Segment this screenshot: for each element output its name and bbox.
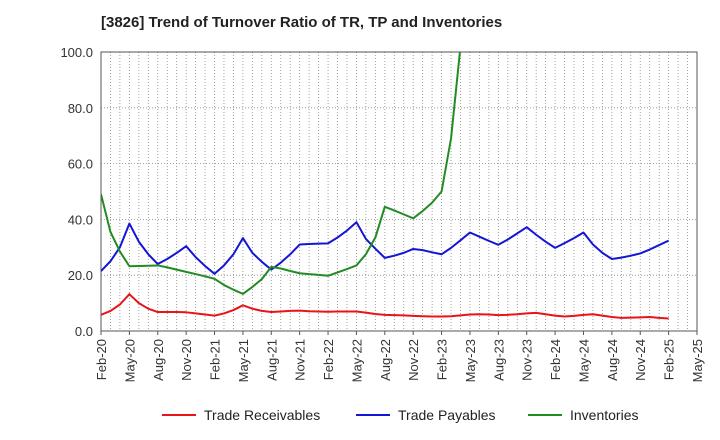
x-tick-label: Nov-24 bbox=[633, 339, 648, 381]
y-tick-label: 0.0 bbox=[75, 324, 93, 339]
x-tick-label: Feb-21 bbox=[208, 339, 223, 380]
x-tick-label: Aug-22 bbox=[378, 339, 393, 381]
x-tick-label: Aug-20 bbox=[151, 339, 166, 381]
legend-swatch bbox=[356, 414, 390, 416]
x-tick-label: May-20 bbox=[122, 339, 137, 382]
chart-plot: 0.0 20.0 40.0 60.0 80.0 100.0 Feb-20 May-20 Aug-… bbox=[60, 45, 705, 382]
x-tick-label: Feb-20 bbox=[94, 339, 109, 380]
x-tick-label: Feb-25 bbox=[662, 339, 677, 380]
chart-legend: Trade Receivables Trade Payables Inventori… bbox=[0, 404, 720, 426]
series-line-trade-receivables bbox=[101, 293, 669, 320]
chart-title: [3826] Trend of Turnover Ratio of TR, TP… bbox=[101, 14, 503, 31]
x-tick-label: May-23 bbox=[463, 339, 478, 382]
x-tick-label: May-24 bbox=[576, 339, 591, 382]
y-tick-label: 100.0 bbox=[60, 45, 93, 60]
legend-label: Trade Payables bbox=[398, 407, 496, 423]
series-group bbox=[101, 52, 670, 320]
plot-frame bbox=[100, 51, 698, 332]
y-tick-label: 40.0 bbox=[68, 212, 93, 227]
x-tick-label: Feb-23 bbox=[435, 339, 450, 380]
y-tick-label: 80.0 bbox=[68, 101, 93, 116]
x-tick-label: May-22 bbox=[349, 339, 364, 382]
x-tick-label: Feb-22 bbox=[321, 339, 336, 380]
series-line-inventories bbox=[101, 52, 461, 295]
x-tick-label: Aug-23 bbox=[491, 339, 506, 381]
x-tick-label: May-25 bbox=[690, 339, 705, 382]
x-tick-label: Nov-20 bbox=[179, 339, 194, 381]
legend-swatch bbox=[528, 414, 562, 416]
legend-item: Inventories bbox=[528, 404, 638, 426]
legend-swatch bbox=[162, 414, 196, 416]
legend-label: Inventories bbox=[570, 407, 639, 423]
x-tick-label: Nov-22 bbox=[406, 339, 421, 381]
x-tick-label: Aug-24 bbox=[605, 339, 620, 381]
legend-label: Trade Receivables bbox=[204, 407, 321, 423]
y-tick-label: 60.0 bbox=[68, 157, 93, 172]
x-tick-label: Nov-23 bbox=[520, 339, 535, 381]
legend-item: Trade Payables bbox=[356, 404, 496, 426]
x-tick-label: Feb-24 bbox=[548, 339, 563, 380]
y-tick-label: 20.0 bbox=[68, 268, 93, 283]
series-line-trade-payables bbox=[101, 221, 670, 275]
x-tick-label: Aug-21 bbox=[264, 339, 279, 381]
x-tick-label: May-21 bbox=[236, 339, 251, 382]
x-tick-label: Nov-21 bbox=[293, 339, 308, 381]
legend-item: Trade Receivables bbox=[162, 404, 320, 426]
